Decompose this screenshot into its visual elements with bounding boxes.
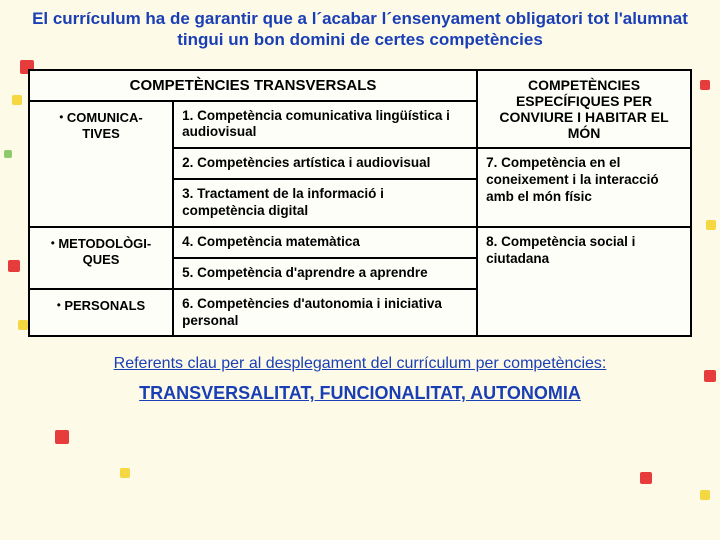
specific-competency: 7. Competència en el coneixement i la in…: [477, 148, 691, 227]
category-metodologiques: • METODOLÒGI- QUES: [29, 227, 173, 289]
category-label: TIVES: [82, 126, 120, 141]
category-label: PERSONALS: [64, 298, 145, 313]
competencies-table: COMPETÈNCIES TRANSVERSALS COMPETÈNCIES E…: [28, 69, 692, 338]
category-label: QUES: [83, 252, 120, 267]
header-transversals: COMPETÈNCIES TRANSVERSALS: [29, 70, 477, 101]
category-comunicatives: • COMUNICA- TIVES: [29, 101, 173, 227]
category-personals: • PERSONALS: [29, 289, 173, 337]
competency-item: 6. Competències d'autonomia i iniciativa…: [173, 289, 477, 337]
bullet-icon: •: [57, 299, 61, 311]
category-label: COMUNICA-: [67, 110, 143, 125]
competency-item: 2. Competències artística i audiovisual: [173, 148, 477, 179]
page-title: El currículum ha de garantir que a l´aca…: [0, 0, 720, 55]
bullet-icon: •: [59, 111, 63, 123]
competency-item: 4. Competència matemàtica: [173, 227, 477, 258]
competency-item: 3. Tractament de la informació i competè…: [173, 179, 477, 227]
footer-line-2: TRANSVERSALITAT, FUNCIONALITAT, AUTONOMI…: [0, 383, 720, 404]
competencies-table-wrap: COMPETÈNCIES TRANSVERSALS COMPETÈNCIES E…: [28, 69, 692, 338]
category-label: METODOLÒGI-: [58, 236, 151, 251]
bullet-icon: •: [51, 238, 55, 250]
table-header-row: COMPETÈNCIES TRANSVERSALS COMPETÈNCIES E…: [29, 70, 691, 101]
competency-item: 1. Competència comunicativa lingüística …: [173, 101, 477, 149]
header-especifiques: COMPETÈNCIES ESPECÍFIQUES PER CONVIURE I…: [477, 70, 691, 149]
specific-competency: 8. Competència social i ciutadana: [477, 227, 691, 337]
competency-item: 5. Competència d'aprendre a aprendre: [173, 258, 477, 289]
footer-line-1: Referents clau per al desplegament del c…: [0, 355, 720, 373]
table-row: • METODOLÒGI- QUES 4. Competència matemà…: [29, 227, 691, 258]
